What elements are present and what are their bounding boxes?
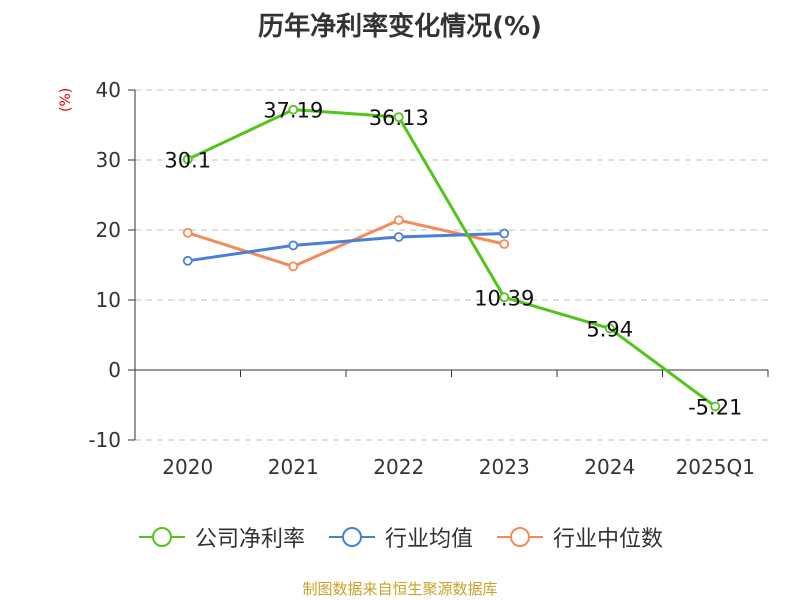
series-line <box>187 108 717 408</box>
y-tick-label: -10 <box>88 428 121 452</box>
source-note: 制图数据来自恒生聚源数据库 <box>302 580 498 598</box>
data-label: 36.13 <box>369 106 429 130</box>
series-lines <box>187 108 717 408</box>
legend-label: 行业中位数 <box>553 527 664 552</box>
data-label: 10.39 <box>474 286 534 310</box>
grid-lines <box>135 89 768 441</box>
legend-swatch <box>328 527 375 547</box>
legend-item: 行业中位数 <box>495 521 663 553</box>
legend-swatch-marker <box>151 527 172 547</box>
data-label: 30.1 <box>164 148 211 172</box>
y-tick-label: 20 <box>96 218 121 242</box>
legend-swatch <box>138 527 185 547</box>
x-tick-label: 2020 <box>162 455 213 479</box>
chart-title: 历年净利率变化情况(%) <box>258 12 542 42</box>
y-tick-label: 40 <box>96 78 121 102</box>
line-chart: -10 0 10 20 30 40 2020 2021 2022 2023 2024 2025Q1 3… <box>88 78 769 479</box>
data-label: -5.21 <box>688 395 742 419</box>
y-tick-label: 0 <box>108 358 121 382</box>
series-points <box>182 104 721 412</box>
data-point <box>393 112 404 122</box>
data-point <box>393 215 404 226</box>
data-point <box>499 239 510 249</box>
legend: 公司净利率 行业均值 行业中位数 <box>0 520 800 554</box>
data-point <box>182 154 193 165</box>
legend-swatch-marker <box>341 527 362 547</box>
data-point <box>288 104 299 115</box>
series-line <box>187 218 505 268</box>
data-point <box>288 240 299 251</box>
x-tick-label: 2024 <box>584 455 635 479</box>
data-point <box>499 228 510 239</box>
data-point <box>604 323 615 334</box>
data-point <box>393 232 404 242</box>
data-point <box>710 401 721 412</box>
legend-swatch <box>497 527 543 547</box>
data-labels: 30.1 37.19 36.13 10.39 5.94 -5.21 <box>164 99 742 420</box>
data-label: 5.94 <box>586 317 633 341</box>
legend-item: 公司净利率 <box>137 521 305 553</box>
data-point <box>182 227 193 238</box>
x-tick-label: 2022 <box>373 455 424 479</box>
y-tick-label: 30 <box>96 148 121 172</box>
y-tick-label: 10 <box>96 288 121 312</box>
data-point <box>182 255 193 266</box>
series-line <box>187 232 505 263</box>
data-point <box>288 261 299 272</box>
legend-swatch-marker <box>510 527 530 547</box>
data-point <box>499 292 510 303</box>
legend-item: 行业均值 <box>327 521 473 553</box>
legend-label: 行业均值 <box>384 527 473 552</box>
x-tick-label: 2021 <box>268 455 319 479</box>
axes: -10 0 10 20 30 40 2020 2021 2022 2023 2024 2025Q1 <box>88 78 769 479</box>
data-label: 37.19 <box>263 99 323 123</box>
x-tick-label: 2023 <box>479 455 530 479</box>
x-tick-label: 2025Q1 <box>676 455 755 479</box>
legend-label: 公司净利率 <box>194 527 305 552</box>
